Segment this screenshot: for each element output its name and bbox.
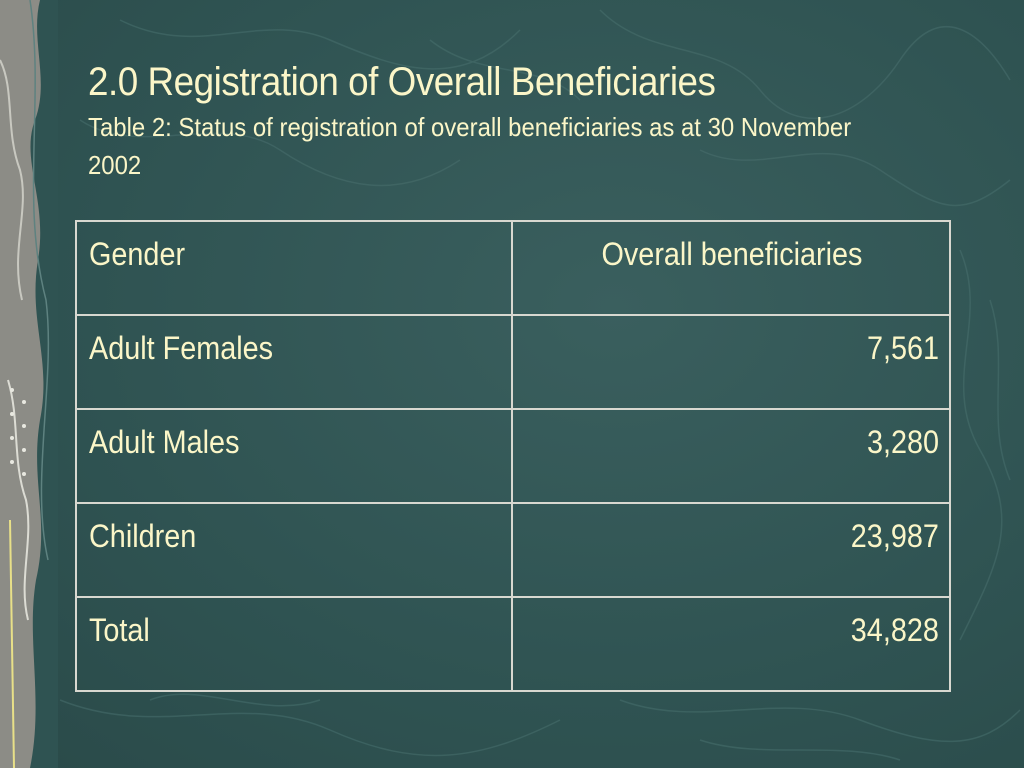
row-value: 23,987 (511, 502, 951, 598)
table-row-total: Total 34,828 (75, 596, 951, 692)
row-label: Adult Females (75, 314, 513, 410)
beneficiaries-table-container: Gender Overall beneficiaries Adult Femal… (75, 220, 951, 692)
decorative-map-strip (0, 0, 58, 768)
column-header-overall-beneficiaries: Overall beneficiaries (511, 220, 951, 316)
table-row: Adult Females 7,561 (75, 314, 951, 410)
table-caption: Table 2: Status of registration of overa… (88, 112, 852, 180)
row-label: Adult Males (75, 408, 513, 504)
table-header-row: Gender Overall beneficiaries (75, 220, 951, 316)
title-block: 2.0 Registration of Overall Beneficiarie… (88, 58, 988, 184)
row-value: 3,280 (511, 408, 951, 504)
row-value: 7,561 (511, 314, 951, 410)
column-header-gender: Gender (75, 220, 513, 316)
row-label: Children (75, 502, 513, 598)
beneficiaries-table: Gender Overall beneficiaries Adult Femal… (75, 220, 951, 692)
row-label: Total (75, 596, 513, 692)
row-value: 34,828 (511, 596, 951, 692)
table-row: Children 23,987 (75, 502, 951, 598)
table-row: Adult Males 3,280 (75, 408, 951, 504)
slide-title: 2.0 Registration of Overall Beneficiarie… (88, 60, 716, 104)
